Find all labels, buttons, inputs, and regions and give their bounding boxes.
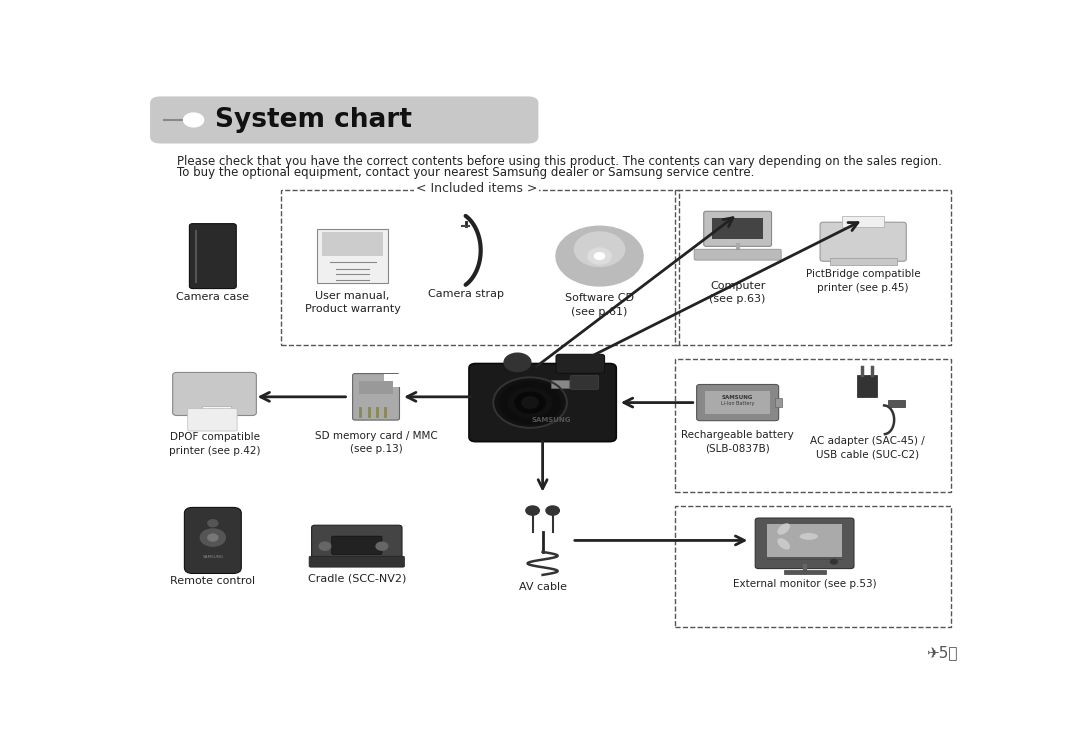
Text: Please check that you have the correct contents before using this product. The c: Please check that you have the correct c…	[177, 155, 942, 168]
Bar	[842, 216, 885, 227]
Circle shape	[207, 534, 218, 541]
Text: AV cable: AV cable	[518, 582, 567, 592]
Circle shape	[546, 506, 559, 515]
FancyBboxPatch shape	[352, 374, 400, 420]
Text: External monitor (see p.53): External monitor (see p.53)	[733, 579, 876, 589]
FancyBboxPatch shape	[309, 557, 405, 567]
Circle shape	[504, 353, 531, 372]
Bar	[384, 374, 401, 386]
Bar	[775, 398, 782, 407]
Bar	[675, 360, 951, 492]
Bar	[282, 190, 679, 345]
Text: To buy the optional equipment, contact your nearest Samsung dealer or Samsung se: To buy the optional equipment, contact y…	[177, 166, 754, 179]
Circle shape	[494, 377, 567, 428]
FancyBboxPatch shape	[173, 372, 256, 416]
Circle shape	[184, 113, 204, 127]
Text: DPOF compatible
printer (see p.42): DPOF compatible printer (see p.42)	[168, 433, 260, 456]
FancyBboxPatch shape	[556, 354, 605, 373]
Ellipse shape	[778, 523, 789, 535]
FancyBboxPatch shape	[820, 222, 906, 261]
Text: SAMSUNG: SAMSUNG	[721, 395, 754, 401]
Circle shape	[320, 542, 330, 551]
FancyBboxPatch shape	[697, 384, 779, 421]
Circle shape	[526, 506, 539, 515]
Circle shape	[200, 529, 226, 546]
Circle shape	[522, 397, 539, 408]
Text: ✈5〉: ✈5〉	[927, 645, 958, 660]
FancyBboxPatch shape	[469, 363, 617, 442]
Bar	[784, 570, 825, 574]
FancyBboxPatch shape	[755, 518, 854, 568]
Text: Computer
(see p.63): Computer (see p.63)	[710, 280, 766, 304]
FancyBboxPatch shape	[694, 249, 781, 260]
Circle shape	[509, 388, 552, 418]
Bar	[360, 381, 393, 394]
Bar	[318, 229, 388, 283]
Bar	[767, 524, 842, 557]
Bar	[675, 190, 951, 345]
Circle shape	[556, 226, 643, 286]
Text: Camera case: Camera case	[176, 292, 249, 301]
FancyBboxPatch shape	[189, 224, 237, 289]
Text: Li-Ion Battery: Li-Ion Battery	[721, 401, 754, 407]
FancyBboxPatch shape	[570, 375, 598, 389]
Bar	[551, 380, 569, 388]
Circle shape	[515, 392, 545, 413]
Text: SD memory card / MMC
(see p.13): SD memory card / MMC (see p.13)	[314, 431, 437, 454]
FancyBboxPatch shape	[185, 507, 241, 574]
Circle shape	[500, 382, 561, 423]
FancyBboxPatch shape	[150, 96, 539, 143]
Text: System chart: System chart	[215, 107, 411, 133]
FancyBboxPatch shape	[704, 211, 771, 246]
Ellipse shape	[778, 538, 789, 550]
FancyBboxPatch shape	[188, 409, 238, 431]
FancyBboxPatch shape	[332, 536, 382, 554]
Circle shape	[588, 248, 611, 264]
Text: Camera strap: Camera strap	[428, 289, 503, 299]
Text: < Included items >: < Included items >	[416, 182, 537, 195]
Circle shape	[575, 232, 624, 266]
Circle shape	[594, 253, 605, 260]
Text: SAMSUNG: SAMSUNG	[531, 417, 570, 423]
Bar	[889, 401, 905, 407]
Circle shape	[376, 542, 388, 551]
Text: Software CD
(see p.61): Software CD (see p.61)	[565, 293, 634, 316]
Text: Rechargeable battery
(SLB-0837B): Rechargeable battery (SLB-0837B)	[681, 430, 794, 454]
Text: Remote control: Remote control	[171, 576, 255, 586]
Bar	[829, 258, 896, 265]
FancyBboxPatch shape	[312, 525, 402, 562]
Circle shape	[831, 560, 837, 564]
Text: AC adapter (SAC-45) /
USB cable (SUC-C2): AC adapter (SAC-45) / USB cable (SUC-C2)	[810, 436, 924, 459]
Ellipse shape	[799, 533, 818, 540]
Circle shape	[207, 520, 218, 527]
Text: SAMSUNG: SAMSUNG	[202, 554, 224, 559]
Bar	[322, 232, 383, 256]
Text: User manual,
Product warranty: User manual, Product warranty	[305, 290, 401, 314]
Text: PictBridge compatible
printer (see p.45): PictBridge compatible printer (see p.45)	[806, 269, 920, 292]
Bar	[705, 392, 770, 414]
Bar	[202, 406, 231, 413]
Bar	[858, 375, 877, 397]
Text: Cradle (SCC-NV2): Cradle (SCC-NV2)	[308, 573, 406, 583]
Bar	[675, 506, 951, 627]
Bar	[712, 218, 764, 239]
